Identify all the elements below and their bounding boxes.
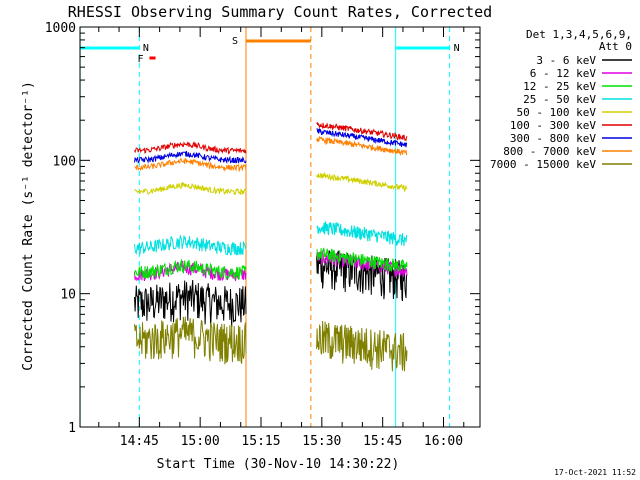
series-trace-3 [134,221,408,256]
legend-label-7: 800 - 7000 keV [503,145,596,158]
legend-label-3: 25 - 50 keV [523,93,596,106]
legend-header-1: Att 0 [599,40,632,53]
series-trace-8 [134,316,408,372]
y-tick-label-0: 1 [68,421,76,436]
x-tick-label-1: 15:00 [181,434,220,449]
chart-title: RHESSI Observing Summary Count Rates, Co… [68,3,492,21]
axes-frame [79,26,481,428]
flag-label-S-2: S [232,36,238,47]
footer-timestamp: 17-Oct-2021 11:52 [554,468,636,477]
x-tick-label-5: 16:00 [424,434,463,449]
flag-label-N-0: N [143,43,149,54]
legend-label-5: 100 - 300 keV [510,119,596,132]
legend-label-1: 6 - 12 keV [530,67,597,80]
plot-area: N N S F [79,27,460,427]
y-tick-label-2: 100 [53,154,76,169]
series-trace-6 [134,127,408,165]
y-axis-label: Corrected Count Rate (s⁻¹ detector⁻¹) [21,81,36,371]
legend-label-8: 7000 - 15000 keV [490,158,596,171]
y-tick-label-3: 1000 [45,21,76,36]
x-tick-label-0: 14:45 [120,434,159,449]
x-tick-label-4: 15:45 [363,434,402,449]
legend-label-6: 300 - 800 keV [510,132,596,145]
legend-label-2: 12 - 25 keV [523,80,596,93]
x-axis-label: Start Time (30-Nov-10 14:30:22) [157,457,400,472]
y-tick-label-1: 10 [60,288,76,303]
flag-label-F-3: F [137,54,143,65]
legend-label-4: 50 - 100 keV [517,106,597,119]
series-trace-5 [134,121,408,155]
legend-label-0: 3 - 6 keV [536,54,596,67]
x-tick-label-3: 15:30 [302,434,341,449]
series-trace-7 [134,135,408,173]
series-trace-4 [134,171,408,196]
axes: 1 10 100 1000 14:45 15:00 15:15 15:30 15:45 16:00 [45,21,481,449]
legend-header-0: Det 1,3,4,5,6,9, [526,28,632,41]
flag-label-N-1: N [454,43,460,54]
series-trace-2 [134,247,408,281]
x-tick-label-2: 15:15 [241,434,280,449]
